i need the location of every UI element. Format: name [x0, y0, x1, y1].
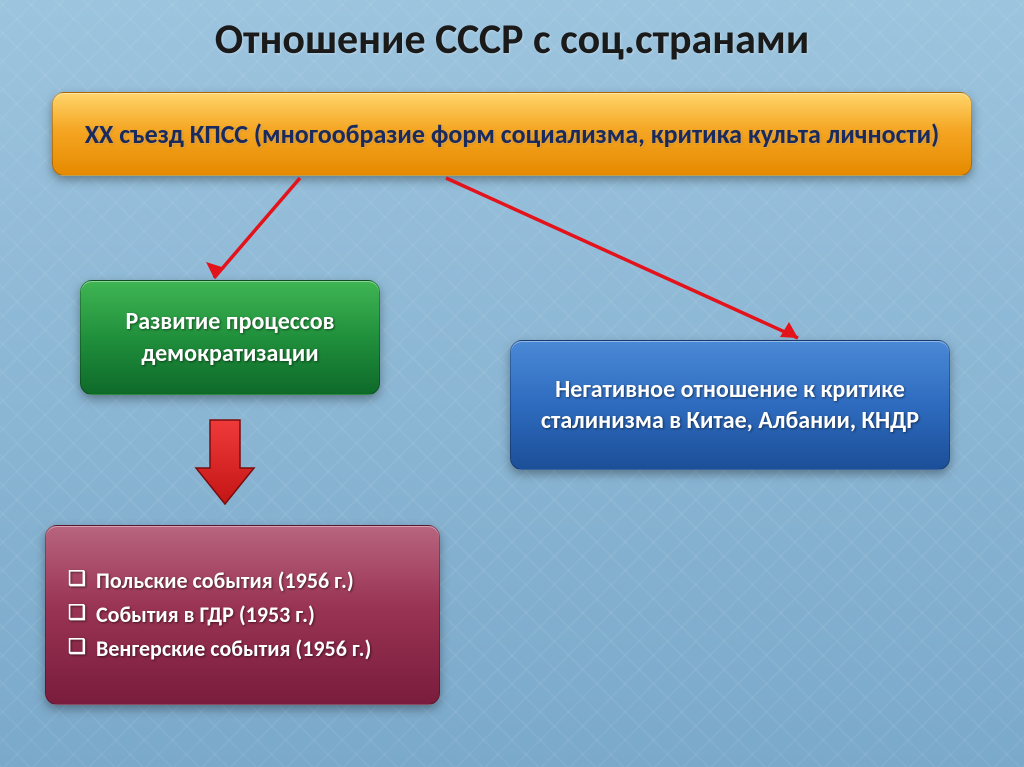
list-item: Венгерские события (1956 г.) [68, 632, 371, 666]
slide-title: Отношение СССР с соц.странами [0, 0, 1024, 65]
node-top-text: XX съезд КПСС (многообразие форм социали… [85, 118, 940, 151]
list-item: Польские события (1956 г.) [68, 564, 371, 598]
node-green-text: Развитие процессов демократизации [99, 306, 361, 368]
list-item: События в ГДР (1953 г.) [68, 598, 371, 632]
node-top-congress: XX съезд КПСС (многообразие форм социали… [52, 92, 972, 176]
node-green-democratization: Развитие процессов демократизации [80, 280, 380, 395]
block-arrow-green-to-maroon [196, 420, 254, 504]
arrow-top-to-green [206, 178, 300, 278]
node-blue-text: Негативное отношение к критике сталинизм… [529, 374, 931, 436]
node-blue-negative: Негативное отношение к критике сталинизм… [510, 340, 950, 470]
node-maroon-events: Польские события (1956 г.) События в ГДР… [45, 525, 440, 705]
arrow-top-to-blue [446, 178, 798, 338]
events-list: Польские события (1956 г.) События в ГДР… [68, 564, 371, 666]
